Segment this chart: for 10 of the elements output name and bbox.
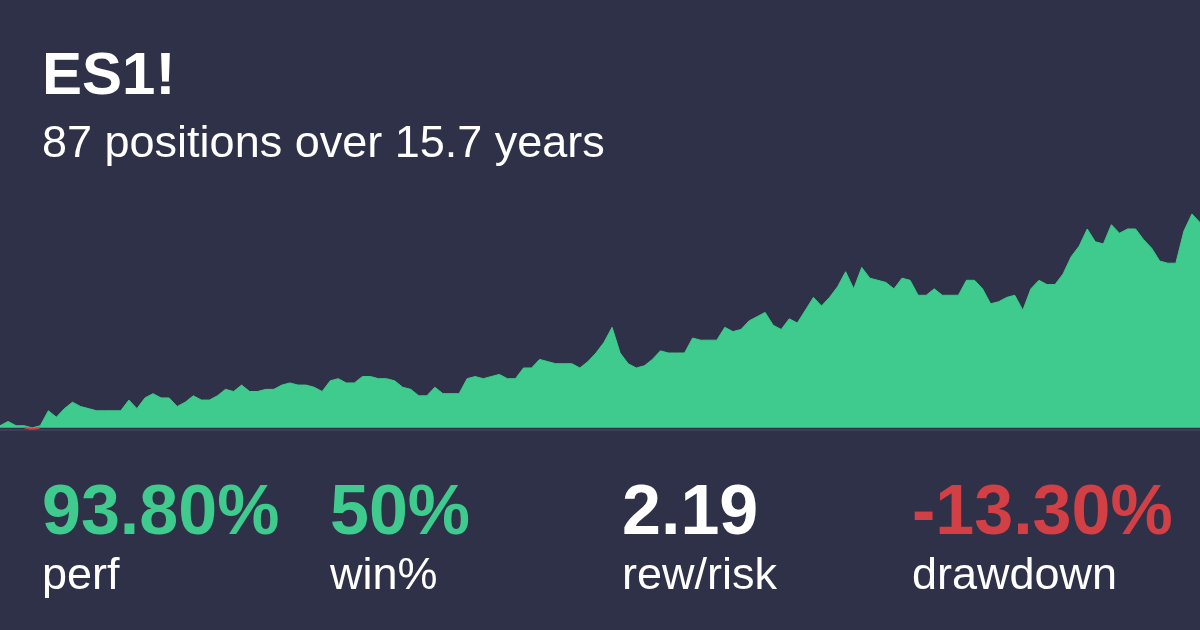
chart-subtitle: 87 positions over 15.7 years (42, 116, 605, 167)
text: 2.19 (622, 471, 759, 549)
chart-title: ES1! (42, 40, 176, 107)
text: win% (330, 548, 438, 599)
text: 93.80% (42, 471, 280, 549)
text: 50% (330, 471, 471, 549)
text: drawdown (912, 548, 1118, 599)
text: perf (42, 548, 120, 599)
text: -13.30% (912, 471, 1173, 549)
text: rew/risk (622, 548, 777, 599)
